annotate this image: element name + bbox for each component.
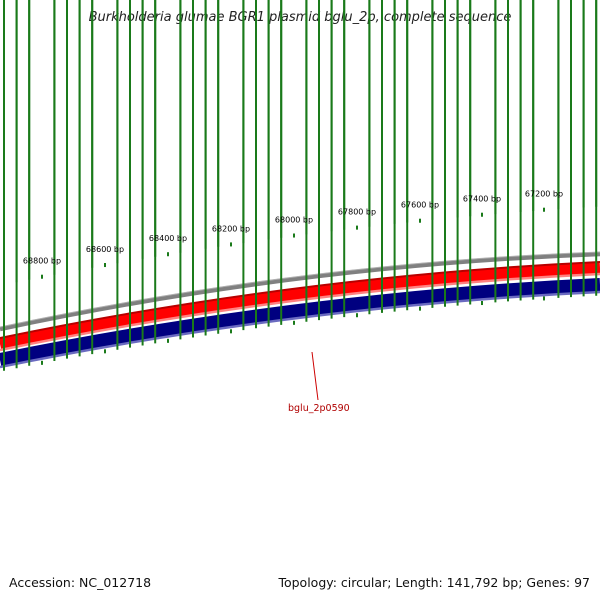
backbone-ring	[0, 251, 600, 332]
tick-label: 68400 bp	[149, 234, 187, 243]
gene-label-bglu-2p0590[interactable]: bglu_2p0590	[288, 403, 350, 414]
tick-labels: 68800 bp 68600 bp 68400 bp 68200 bp 68000 bp…	[23, 190, 563, 266]
forward-strand-bottom-edge	[0, 272, 600, 352]
forward-strand-top-edge	[0, 261, 600, 339]
tick-label: 67800 bp	[338, 208, 376, 217]
reverse-strand-band	[0, 278, 600, 367]
tick-label: 67400 bp	[463, 195, 501, 204]
tick-label: 68800 bp	[23, 257, 61, 266]
tick-label: 68200 bp	[212, 224, 250, 233]
backbone-ring-highlight	[0, 251, 600, 328]
accession-text: Accession: NC_012718	[9, 575, 152, 590]
gene-leader-line	[311, 351, 319, 401]
inner-tick-ring	[3, 0, 598, 371]
tick-label: 67200 bp	[525, 190, 563, 199]
page-title: Burkholderia glumae BGR1 plasmid bglu_2p…	[88, 10, 512, 25]
tick-label: 68600 bp	[86, 245, 124, 254]
reverse-strand-bottom-edge	[0, 290, 600, 369]
tick-label: 67600 bp	[401, 201, 439, 210]
tick-label: 68000 bp	[275, 216, 313, 225]
forward-strand-band	[0, 261, 600, 351]
topology-summary: Topology: circular; Length: 141,792 bp; …	[278, 575, 590, 590]
